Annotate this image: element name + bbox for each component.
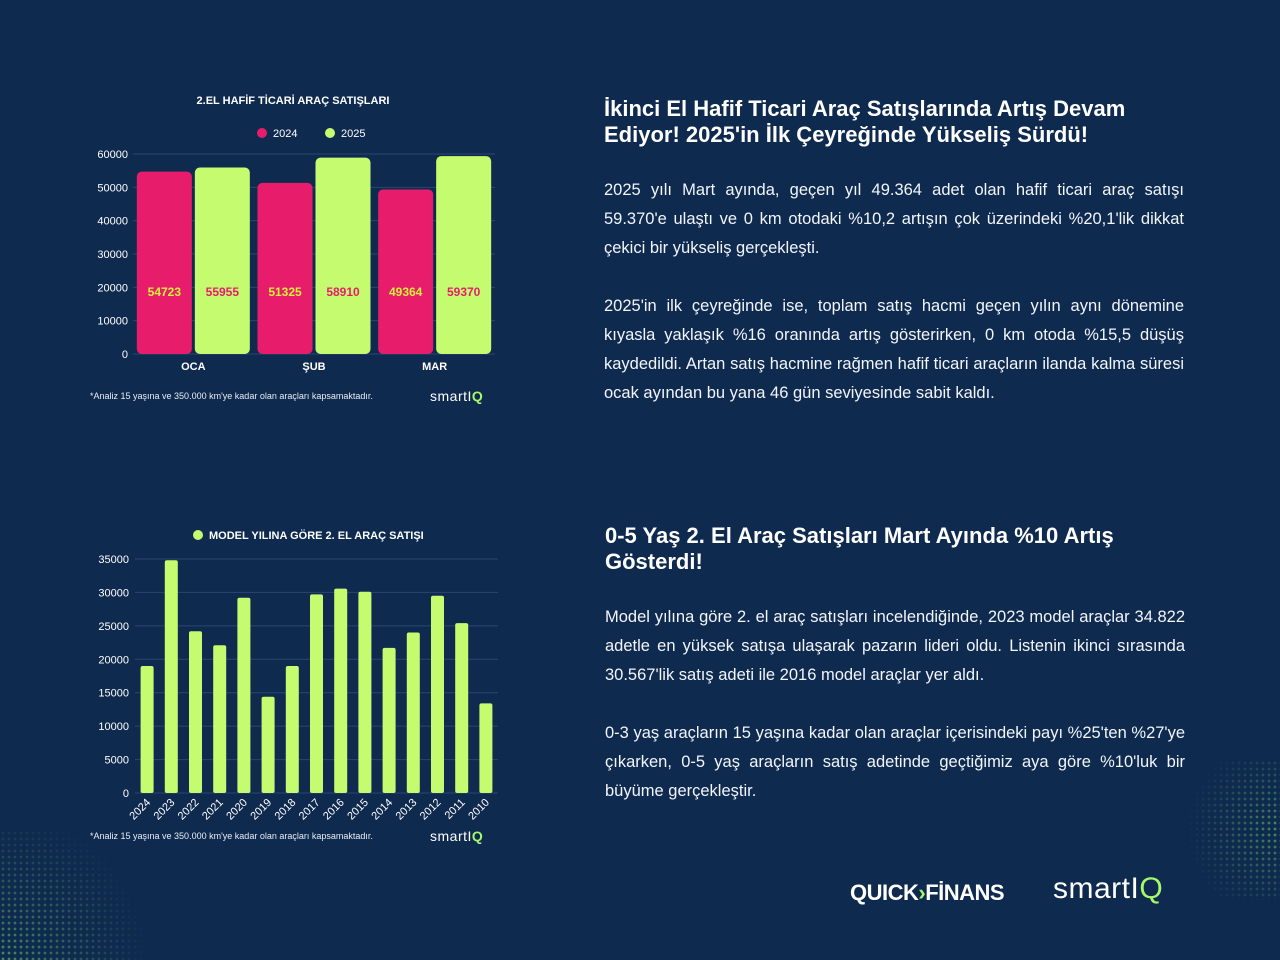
chart1-legend: 2024 2025 [257,128,365,140]
chart2-x-label: 2019 [248,797,274,823]
chart1-bar-2024-OCA [136,171,192,354]
chart1-y-tick: 50000 [97,182,128,194]
chart2-x-label: 2015 [345,797,371,823]
chart2-x-label: 2012 [418,797,444,823]
chart1-y-tick: 10000 [97,316,128,328]
chart2-y-tick: 20000 [98,654,129,666]
chart1-smartiq-logo: smartIQ [430,388,484,404]
chart1-data-label: 58910 [326,285,360,299]
chart1-x-label: ŞUB [302,361,325,373]
chart2-x-label: 2017 [297,797,323,823]
chart1-data-label: 49364 [389,285,423,299]
article1-paragraph1: 2025 yılı Mart ayında, geçen yıl 49.364 … [604,181,1184,257]
chart2-bar-2017 [310,594,323,793]
chart1-y-tick: 0 [122,349,128,361]
article2-paragraph2: 0-3 yaş araçların 15 yaşına kadar olan a… [605,724,1185,800]
chart2-y-tick: 10000 [98,721,129,733]
chart1-y-tick: 40000 [97,216,128,228]
chart2-bar-2011 [455,623,469,793]
chart1-x-label: MAR [422,361,447,373]
chart2-y-tick: 0 [123,788,129,800]
chart2-bar-2019 [261,696,275,793]
chart2-bar-2015 [358,591,372,793]
chart2-x-label: 2014 [369,797,395,823]
decorative-dots-bottom-left [0,830,150,960]
chart2-y-tick: 25000 [98,621,129,633]
chart2-x-label: 2010 [466,797,492,823]
chart1-x-label: OCA [181,361,206,373]
chart2-x-label: 2018 [273,797,299,823]
chart-model-year-sales: MODEL YILINA GÖRE 2. EL ARAÇ SATIŞI 3500… [98,529,498,823]
chart2-x-label: 2024 [127,797,153,823]
chart1-data-label: 59370 [447,285,481,299]
article1-title: İkinci El Hafif Ticari Araç Satışlarında… [604,96,1126,147]
article2-title: 0-5 Yaş 2. El Araç Satışları Mart Ayında… [605,523,1114,574]
chart1-bar-2024-ŞUB [257,182,313,354]
chart2-bar-2013 [406,632,420,793]
chart2-footnote: *Analiz 15 yaşına ve 350.000 km'ye kadar… [90,831,373,841]
chart2-x-label: 2016 [321,797,347,823]
chart2-legend: MODEL YILINA GÖRE 2. EL ARAÇ SATIŞI [193,529,424,542]
chart2-x-label: 2013 [394,797,420,823]
chart-light-commercial-sales: 2.EL HAFİF TİCARİ ARAÇ SATIŞLARI 2024 20… [97,94,495,373]
chart1-bar-2025-OCA [194,167,250,354]
article2-paragraph1: Model yılına göre 2. el araç satışları i… [605,608,1185,684]
chart1-data-label: 51325 [268,285,302,299]
chart2-bar-2024 [140,665,154,793]
chart2-bar-2022 [189,631,202,793]
article-model-year: 0-5 Yaş 2. El Araç Satışları Mart Ayında… [605,523,1185,835]
chart2-y-tick: 30000 [98,587,129,599]
quickfinans-logo: QUICK›FİNANS [850,880,1005,905]
chart1-title: 2.EL HAFİF TİCARİ ARAÇ SATIŞLARI [197,94,390,107]
chart2-title: MODEL YILINA GÖRE 2. EL ARAÇ SATIŞI [209,529,424,542]
smartiq-logo: smartIQ [1053,872,1164,905]
chart1-footnote: *Analiz 15 yaşına ve 350.000 km'ye kadar… [90,391,373,401]
decorative-dots-right [1170,760,1280,900]
chart2-bar-2012 [431,595,444,793]
chart2-bar-2016 [334,588,348,793]
chart1-bar-2024-MAR [378,189,434,354]
article-light-commercial: İkinci El Hafif Ticari Araç Satışlarında… [604,96,1184,437]
chart2-x-label: 2020 [224,797,250,823]
chart2-x-label: 2011 [443,797,468,822]
legend-2024-label: 2024 [273,128,297,140]
chart2-y-tick: 15000 [98,688,129,700]
chart2-smartiq-logo: smartIQ [430,828,484,844]
chart1-bar-2025-ŞUB [315,157,371,354]
chart2-bar-2020 [237,597,251,793]
legend-model-marker [193,530,203,540]
chart2-bar-2023 [164,560,178,793]
chart2-y-tick: 35000 [98,554,129,566]
chart1-y-tick: 60000 [97,149,128,161]
chart1-bar-2025-MAR [436,156,492,354]
chart1-y-tick: 20000 [97,282,128,294]
chart2-bar-2010 [479,703,493,793]
chart2-x-label: 2022 [176,797,202,823]
chart2-bar-2014 [382,647,396,793]
chart2-y-tick: 5000 [105,755,129,767]
chart2-bar-2021 [213,645,227,793]
chart2-x-label: 2021 [200,797,226,823]
legend-2025-label: 2025 [341,128,365,140]
legend-2025-marker [325,128,335,138]
chart1-data-label: 55955 [206,285,240,299]
chart2-x-label: 2023 [152,797,178,823]
chart1-y-tick: 30000 [97,249,128,261]
legend-2024-marker [257,128,267,138]
chart2-bar-2018 [285,665,299,793]
article1-paragraph2: 2025'in ilk çeyreğinde ise, toplam satış… [604,297,1184,402]
chart1-data-label: 54723 [148,285,182,299]
